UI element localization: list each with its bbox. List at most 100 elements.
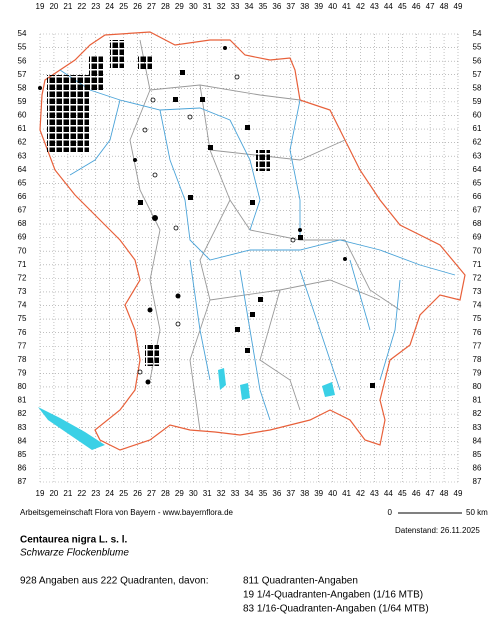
column-label-top: 20	[49, 2, 58, 11]
scale-end: 50 km	[466, 508, 488, 517]
grid: 19 19 20 20 21 21 22 22 23 23 24 24 25 25 26 26 27 27 28 28…	[18, 2, 482, 498]
breakdown-item: 811 Quadranten-Angaben	[243, 576, 358, 587]
column-label-top: 30	[189, 2, 198, 11]
lake-constance	[38, 407, 105, 450]
row-label-right: 79	[473, 369, 482, 378]
credit: Arbeitsgemeinschaft Flora von Bayern - w…	[20, 508, 234, 517]
column-label-top: 43	[370, 2, 379, 11]
column-label-bottom: 38	[300, 489, 309, 498]
row-label-left: 67	[18, 206, 27, 215]
column-label-bottom: 47	[426, 489, 435, 498]
column-label-bottom: 37	[286, 489, 295, 498]
lake	[218, 368, 226, 390]
column-label-bottom: 20	[49, 489, 58, 498]
column-label-bottom: 35	[258, 489, 267, 498]
column-label-bottom: 22	[77, 489, 86, 498]
rivers	[59, 69, 456, 421]
row-label-right: 74	[473, 301, 482, 310]
column-label-top: 48	[440, 2, 449, 11]
column-label-bottom: 41	[342, 489, 351, 498]
column-label-bottom: 24	[105, 489, 114, 498]
row-label-right: 82	[473, 409, 482, 418]
row-label-left: 84	[18, 436, 27, 445]
row-label-right: 67	[473, 206, 482, 215]
column-label-top: 33	[231, 2, 240, 11]
row-label-left: 87	[18, 477, 27, 486]
row-label-right: 78	[473, 355, 482, 364]
column-label-top: 45	[398, 2, 407, 11]
row-label-right: 86	[473, 464, 482, 473]
row-label-left: 54	[18, 29, 27, 38]
row-label-right: 60	[473, 111, 482, 120]
column-label-bottom: 25	[119, 489, 128, 498]
subtitle: Schwarze Flockenblume	[20, 548, 129, 559]
row-label-left: 65	[18, 178, 27, 187]
row-label-right: 80	[473, 382, 482, 391]
column-label-bottom: 21	[63, 489, 72, 498]
column-label-top: 40	[328, 2, 337, 11]
row-label-left: 64	[18, 165, 27, 174]
column-label-bottom: 33	[231, 489, 240, 498]
column-label-top: 44	[384, 2, 393, 11]
row-label-right: 57	[473, 70, 482, 79]
column-label-bottom: 26	[133, 489, 142, 498]
column-label-top: 27	[147, 2, 156, 11]
row-label-right: 81	[473, 396, 482, 405]
column-label-bottom: 42	[356, 489, 365, 498]
row-label-left: 61	[18, 124, 27, 133]
column-label-top: 37	[286, 2, 295, 11]
column-label-top: 41	[342, 2, 351, 11]
row-label-left: 59	[18, 97, 27, 106]
column-label-bottom: 29	[175, 489, 184, 498]
row-label-right: 56	[473, 56, 482, 65]
row-label-right: 65	[473, 178, 482, 187]
column-label-bottom: 48	[440, 489, 449, 498]
column-label-bottom: 31	[203, 489, 212, 498]
row-label-left: 76	[18, 328, 27, 337]
column-label-top: 24	[105, 2, 114, 11]
row-label-right: 76	[473, 328, 482, 337]
row-label-right: 58	[473, 83, 482, 92]
row-label-right: 63	[473, 151, 482, 160]
column-label-top: 28	[161, 2, 170, 11]
row-label-left: 70	[18, 246, 27, 255]
row-label-right: 83	[473, 423, 482, 432]
row-label-left: 68	[18, 219, 27, 228]
column-label-bottom: 34	[245, 489, 254, 498]
row-label-left: 81	[18, 396, 27, 405]
row-label-left: 86	[18, 464, 27, 473]
row-label-left: 71	[18, 260, 27, 269]
row-label-left: 57	[18, 70, 27, 79]
column-label-bottom: 19	[36, 489, 45, 498]
lake	[322, 382, 335, 397]
state-border	[39, 31, 466, 451]
column-label-top: 25	[119, 2, 128, 11]
column-label-top: 31	[203, 2, 212, 11]
column-label-top: 32	[217, 2, 226, 11]
row-label-left: 73	[18, 287, 27, 296]
row-label-left: 82	[18, 409, 27, 418]
row-label-left: 77	[18, 341, 27, 350]
row-label-right: 55	[473, 43, 482, 52]
column-label-top: 19	[36, 2, 45, 11]
row-label-right: 69	[473, 233, 482, 242]
scale-start: 0	[388, 508, 393, 517]
row-label-right: 61	[473, 124, 482, 133]
row-label-left: 58	[18, 83, 27, 92]
row-label-left: 78	[18, 355, 27, 364]
column-label-top: 21	[63, 2, 72, 11]
column-label-top: 47	[426, 2, 435, 11]
row-label-right: 54	[473, 29, 482, 38]
row-label-right: 77	[473, 341, 482, 350]
breakdown-item: 19 1/4-Quadranten-Angaben (1/16 MTB)	[243, 590, 423, 601]
row-label-left: 79	[18, 369, 27, 378]
column-label-bottom: 40	[328, 489, 337, 498]
column-label-top: 34	[245, 2, 254, 11]
row-label-right: 75	[473, 314, 482, 323]
row-label-right: 85	[473, 450, 482, 459]
row-label-left: 56	[18, 56, 27, 65]
row-label-right: 72	[473, 273, 482, 282]
column-label-top: 36	[272, 2, 281, 11]
column-label-top: 26	[133, 2, 142, 11]
column-label-bottom: 43	[370, 489, 379, 498]
